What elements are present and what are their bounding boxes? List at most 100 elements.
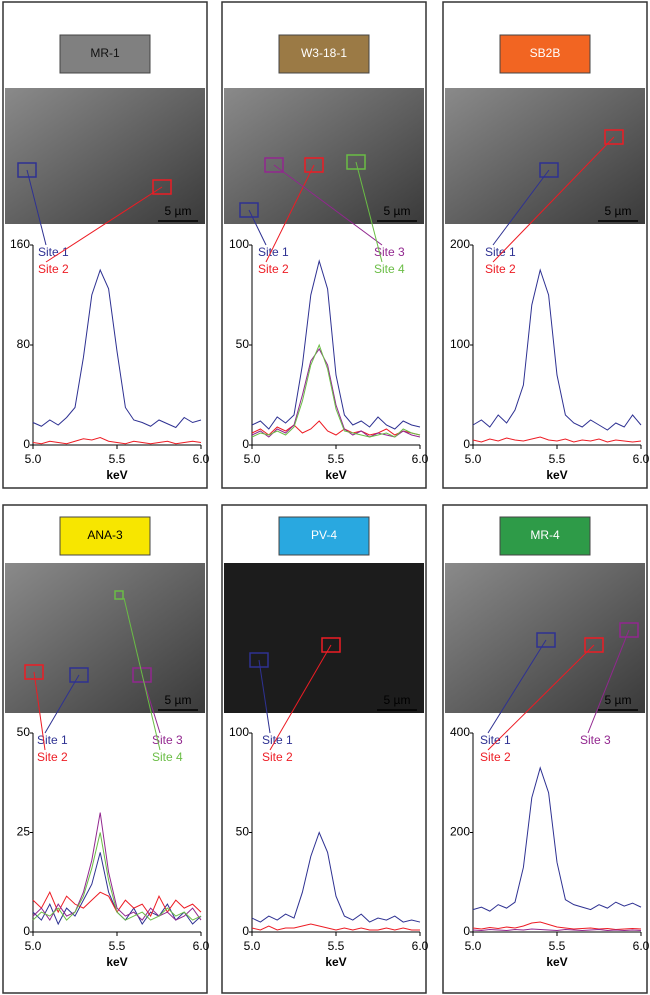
spectrum-line xyxy=(32,852,202,926)
x-tick-label: 5.0 xyxy=(465,452,482,466)
title-box xyxy=(499,34,591,74)
x-tick-label: 5.0 xyxy=(244,939,261,953)
x-tick-label: 5.0 xyxy=(25,452,42,466)
y-tick-label: 0 xyxy=(242,437,249,451)
leader-line xyxy=(355,161,383,263)
site-box xyxy=(24,664,44,680)
leader-line xyxy=(492,136,615,263)
y-tick-label: 100 xyxy=(229,725,249,739)
site-box xyxy=(264,157,284,173)
panel-title: W3-18-1 xyxy=(301,46,347,60)
leader-line xyxy=(33,671,46,751)
site-box xyxy=(239,202,259,218)
sem-image xyxy=(5,563,205,713)
x-tick-label: 5.5 xyxy=(328,452,345,466)
legend-label: Site 1 xyxy=(485,245,516,259)
y-tick-label: 80 xyxy=(17,337,31,351)
scale-bar-label: 5 µm xyxy=(605,204,632,218)
y-tick-label: 200 xyxy=(450,237,470,251)
x-tick-label: 6.0 xyxy=(412,939,429,953)
scale-bar-label: 5 µm xyxy=(384,693,411,707)
site-box xyxy=(17,162,37,178)
site-box xyxy=(604,129,624,145)
x-tick-label: 6.0 xyxy=(193,452,210,466)
leader-line xyxy=(487,644,595,751)
legend-label: Site 4 xyxy=(152,750,183,764)
leader-line xyxy=(123,597,161,751)
leader-line xyxy=(265,164,315,263)
title-box xyxy=(59,516,151,556)
title-box xyxy=(499,516,591,556)
site-box xyxy=(539,162,559,178)
site-box xyxy=(619,622,639,638)
sem-image xyxy=(445,563,645,713)
y-tick-label: 0 xyxy=(23,924,30,938)
leader-line xyxy=(269,644,332,751)
scale-bar-label: 5 µm xyxy=(165,204,192,218)
panel-title: PV-4 xyxy=(311,528,337,542)
spectrum-line xyxy=(472,436,642,443)
site-box xyxy=(152,179,172,195)
panel-border xyxy=(442,504,648,994)
x-axis-label: keV xyxy=(325,468,346,482)
site-box xyxy=(304,157,324,173)
y-tick-label: 200 xyxy=(450,825,470,839)
leader-line xyxy=(45,186,163,263)
legend-label: Site 2 xyxy=(480,750,511,764)
x-tick-label: 6.0 xyxy=(193,939,210,953)
x-tick-label: 5.5 xyxy=(109,939,126,953)
leader-line xyxy=(273,164,383,246)
legend-label: Site 3 xyxy=(374,245,405,259)
x-axis-label: keV xyxy=(106,468,127,482)
legend-label: Site 3 xyxy=(152,733,183,747)
y-tick-label: 50 xyxy=(236,337,250,351)
x-tick-label: 6.0 xyxy=(412,452,429,466)
legend-label: Site 4 xyxy=(374,262,405,276)
leader-line xyxy=(44,674,80,734)
y-tick-label: 100 xyxy=(450,337,470,351)
sem-image xyxy=(5,88,205,224)
x-axis-label: keV xyxy=(106,955,127,969)
scale-bar-label: 5 µm xyxy=(605,693,632,707)
spectrum-line xyxy=(472,921,642,931)
leader-line xyxy=(26,169,47,246)
panel-title: MR-4 xyxy=(530,528,560,542)
spectrum-line xyxy=(32,436,202,445)
leader-line xyxy=(587,629,630,734)
legend-label: Site 1 xyxy=(258,245,289,259)
panel-border xyxy=(221,1,427,489)
site-box xyxy=(249,652,269,668)
site-box xyxy=(69,667,89,683)
title-box xyxy=(278,516,370,556)
x-tick-label: 5.5 xyxy=(549,939,566,953)
legend-label: Site 1 xyxy=(38,245,69,259)
legend-label: Site 1 xyxy=(262,733,293,747)
site-box xyxy=(536,632,556,648)
legend-label: Site 2 xyxy=(485,262,516,276)
y-tick-label: 25 xyxy=(17,825,31,839)
y-tick-label: 100 xyxy=(229,237,249,251)
x-tick-label: 5.5 xyxy=(328,939,345,953)
title-box xyxy=(59,34,151,74)
spectrum-line xyxy=(472,268,642,431)
site-box xyxy=(132,667,152,683)
y-tick-label: 0 xyxy=(463,924,470,938)
sem-image xyxy=(224,88,424,224)
spectrum-line xyxy=(472,766,642,912)
panel-border xyxy=(2,1,208,489)
sem-image xyxy=(445,88,645,224)
spectrum-line xyxy=(251,259,421,430)
panel-border xyxy=(221,504,427,994)
x-tick-label: 5.0 xyxy=(465,939,482,953)
leader-line xyxy=(492,169,550,246)
leader-line xyxy=(248,209,267,246)
spectrum-line xyxy=(251,348,421,438)
x-tick-label: 5.0 xyxy=(244,452,261,466)
legend-label: Site 2 xyxy=(258,262,289,276)
site-box xyxy=(346,154,366,170)
site-box xyxy=(321,637,341,653)
site-box xyxy=(584,637,604,653)
spectrum-line xyxy=(32,812,202,922)
panel-title: ANA-3 xyxy=(87,528,123,542)
title-box xyxy=(278,34,370,74)
